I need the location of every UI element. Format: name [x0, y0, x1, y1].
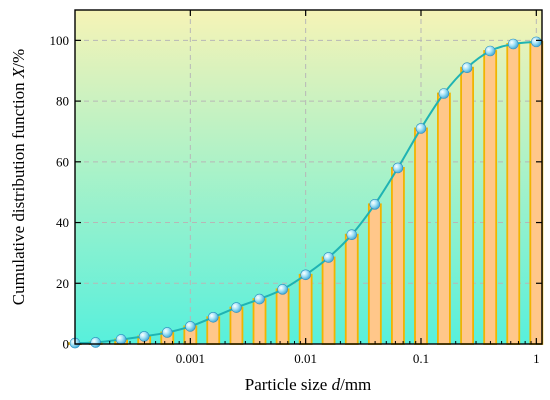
- y-tick-label: 20: [56, 276, 69, 291]
- y-tick-label: 40: [56, 215, 69, 230]
- bar: [506, 43, 521, 345]
- data-point: [138, 331, 150, 342]
- data-point: [90, 337, 101, 348]
- data-point: [115, 334, 127, 345]
- data-point: [207, 311, 219, 323]
- bar: [437, 92, 451, 345]
- y-tick-label: 100: [50, 33, 70, 48]
- plot-frame: [74, 9, 543, 345]
- bar: [252, 298, 267, 345]
- x-tick-labels: 0.001 0.01 0.1 1: [176, 351, 540, 366]
- data-point: [161, 327, 173, 338]
- x-tick-label: 0.01: [294, 351, 317, 366]
- data-point: [300, 269, 311, 281]
- bar: [229, 306, 244, 345]
- data-point: [231, 302, 242, 313]
- x-tick-label: 0.001: [176, 351, 205, 366]
- bar: [275, 288, 290, 345]
- data-point: [507, 38, 519, 50]
- bar: [367, 203, 382, 345]
- bar: [298, 273, 313, 345]
- data-point: [346, 229, 358, 240]
- marker-series: [69, 36, 542, 349]
- data-point: [277, 284, 288, 295]
- data-point: [185, 321, 196, 332]
- y-tick-labels: 0 20 40 60 80 100: [50, 33, 70, 352]
- bar: [414, 127, 428, 345]
- data-point: [323, 252, 334, 263]
- data-point: [484, 45, 496, 57]
- x-axis-title: Particle size d/mm: [245, 375, 372, 394]
- data-point: [461, 62, 473, 73]
- data-point: [415, 123, 427, 134]
- y-tick-label: 80: [56, 94, 69, 109]
- data-point: [392, 162, 404, 174]
- bar: [344, 233, 359, 345]
- x-tick-label: 0.1: [413, 351, 429, 366]
- bar: [529, 40, 544, 345]
- axis-ticks: [75, 10, 542, 345]
- y-axis-title: Cumulative distribution function X/%: [9, 49, 28, 305]
- bar: [460, 66, 474, 345]
- data-point: [254, 293, 265, 305]
- data-point: [369, 199, 381, 210]
- data-point: [531, 36, 542, 48]
- bar: [321, 256, 336, 345]
- x-tick-label: 1: [533, 351, 540, 366]
- bar: [483, 50, 498, 345]
- bar: [391, 166, 405, 345]
- data-point: [438, 88, 450, 99]
- y-tick-label: 0: [63, 337, 70, 352]
- y-tick-label: 60: [56, 154, 69, 169]
